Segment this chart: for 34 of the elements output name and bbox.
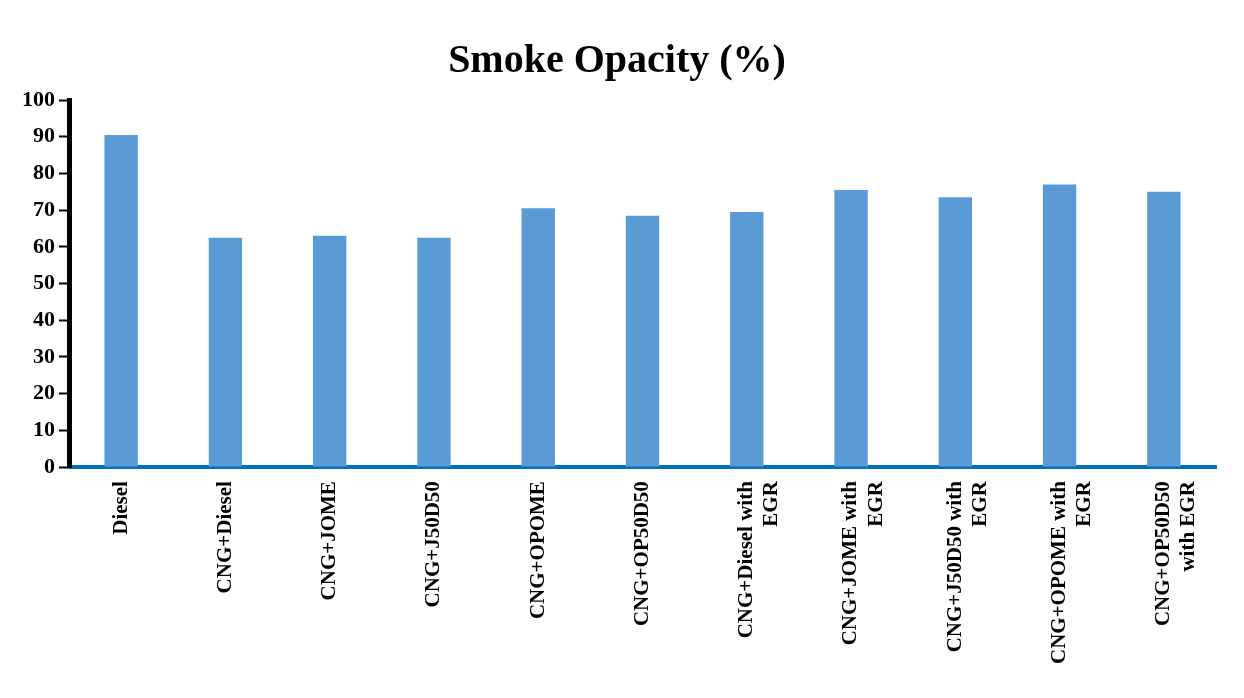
bar	[834, 189, 868, 467]
bar	[417, 237, 451, 467]
bar	[313, 235, 347, 467]
x-tick-label: Diesel	[107, 480, 132, 535]
x-tick-label: CNG+OPOME	[524, 481, 549, 620]
y-tick-label: 0	[44, 452, 55, 478]
bar	[104, 134, 138, 467]
x-tick-label: CNG+Diesel	[211, 480, 236, 594]
x-tick-label: CNG+Diesel with EGR	[733, 480, 783, 639]
y-tick-label: 80	[33, 159, 55, 185]
x-tick-label: CNG+J50D50	[420, 481, 445, 608]
y-tick-label: 50	[33, 269, 55, 295]
bar	[208, 237, 243, 467]
x-tick-label: CNG+J50D50 with EGR	[941, 480, 991, 653]
bar	[938, 197, 972, 467]
x-tick-label: CNG+OPOME with EGR	[1046, 480, 1096, 665]
bar	[1042, 184, 1077, 467]
y-tick-label: 100	[22, 85, 55, 111]
x-tick-label: CNG+JOME	[316, 481, 341, 601]
y-tick-label: 60	[33, 232, 55, 258]
bar	[625, 215, 660, 467]
bar	[521, 208, 555, 467]
x-tick-label: CNG+OP50D50 with EGR	[1150, 480, 1200, 627]
y-tick-label: 30	[33, 342, 55, 368]
chart-title: Smoke Opacity (%)	[448, 36, 786, 82]
bar	[730, 211, 764, 467]
x-tick-label: CNG+OP50D50	[628, 481, 653, 627]
y-tick-label: 20	[33, 379, 55, 405]
y-tick-label: 40	[33, 305, 55, 331]
y-tick-label: 70	[33, 195, 55, 221]
y-tick-label: 90	[33, 122, 55, 148]
y-tick-label: 10	[33, 416, 55, 442]
bar	[1147, 191, 1181, 467]
x-tick-label: CNG+JOME with EGR	[837, 480, 887, 646]
